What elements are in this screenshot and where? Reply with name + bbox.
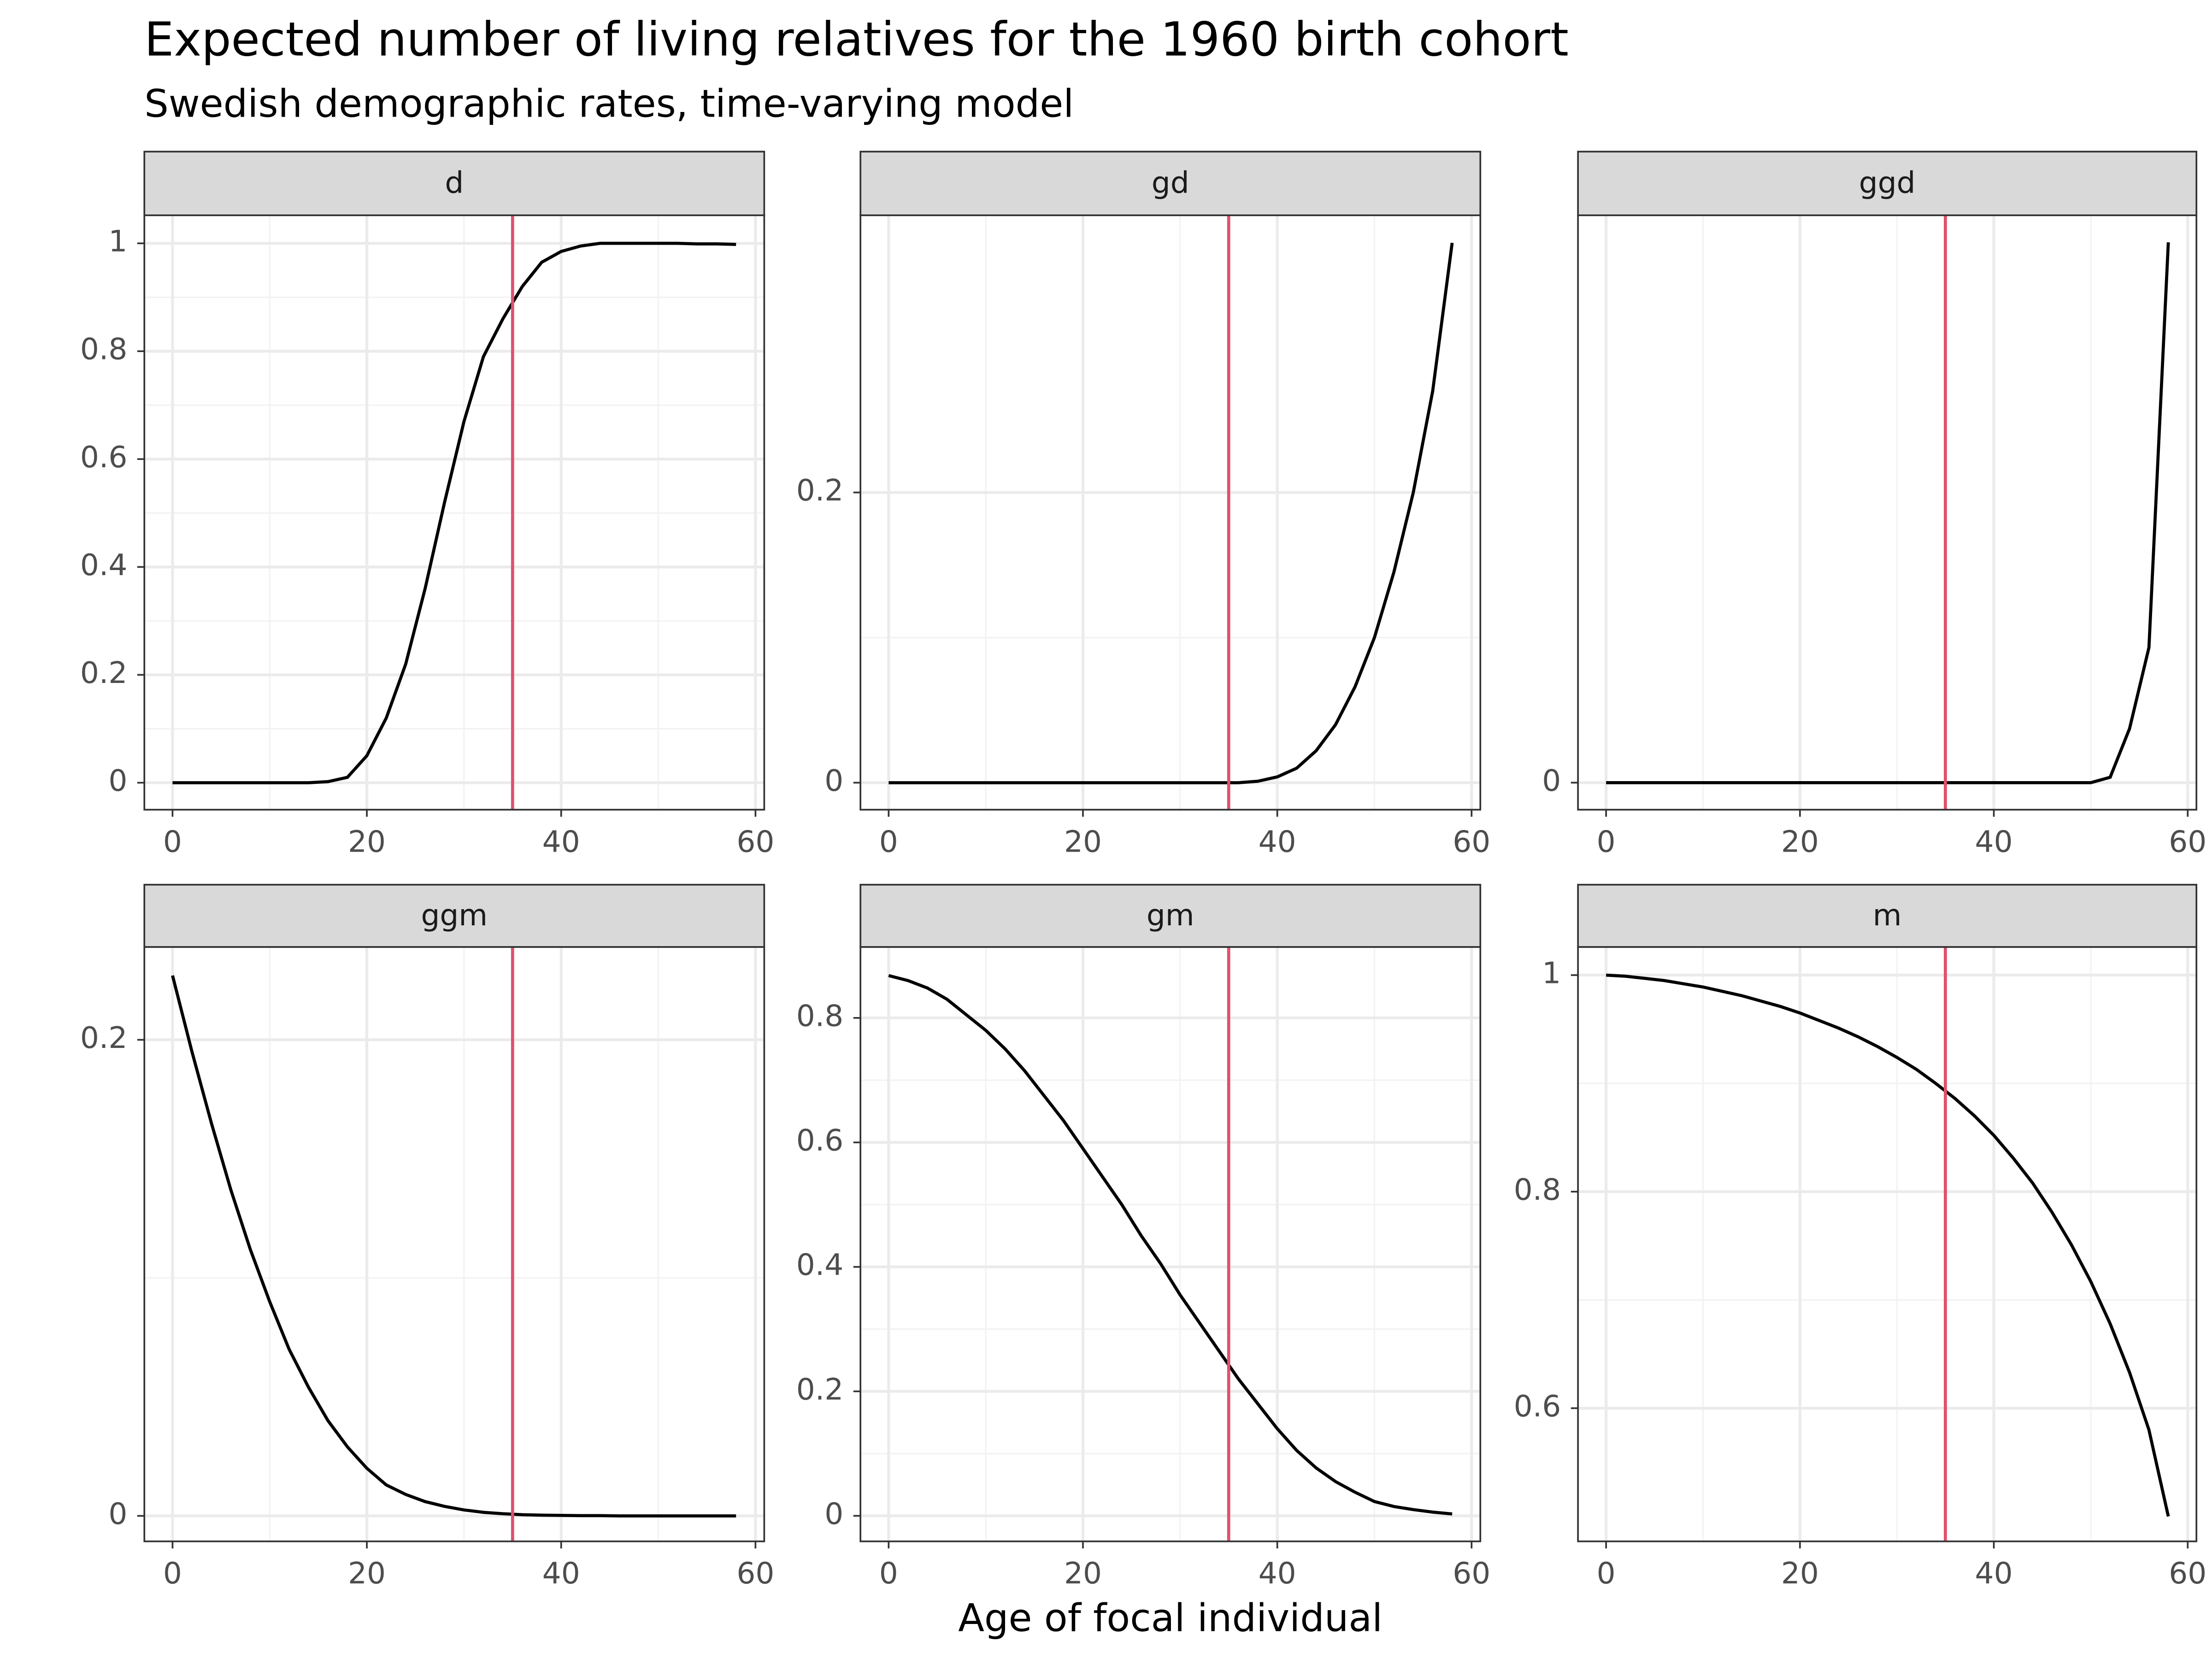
y-tick-label: 1 [108,224,127,259]
y-tick-label: 0.6 [80,440,128,475]
y-tick-label: 0.4 [80,548,128,582]
x-tick-label: 20 [348,824,386,859]
strip [859,883,1482,948]
y-tick-label: 0.2 [80,1021,128,1055]
y-tick-label: 0.8 [1514,1172,1561,1207]
strip [1577,151,2198,217]
data-line [172,241,736,784]
y-tick-label: 0.6 [1514,1389,1561,1424]
x-tick-label: 0 [1597,1556,1616,1591]
chart-subtitle: Swedish demographic rates, time-varying … [144,82,1074,126]
strip-label: ggd [1859,166,1916,200]
x-tick-label: 20 [1064,1556,1102,1591]
y-tick-label: 0.8 [80,332,128,367]
x-tick-label: 20 [1781,824,1819,859]
x-tick-label: 60 [1453,1556,1490,1591]
y-tick-label: 0.2 [80,656,128,690]
y-tick-label: 0 [108,764,127,798]
strip [859,151,1482,217]
x-tick-label: 60 [2169,1556,2206,1591]
x-tick-label: 40 [1975,824,2013,859]
x-tick-label: 0 [163,1556,182,1591]
data-line [888,242,1454,784]
strip-label: m [1873,898,1902,933]
data-line [171,975,736,1518]
panel-background [1578,947,2197,1541]
x-tick-label: 40 [542,824,580,859]
data-line [1606,242,2170,784]
strip-label: gm [1147,898,1194,933]
y-tick-label: 0.2 [796,1372,844,1407]
y-tick-label: 0.4 [796,1248,844,1282]
x-tick-label: 20 [1064,824,1102,859]
x-tick-label: 40 [542,1556,580,1591]
y-tick-label: 0.6 [796,1124,844,1158]
x-tick-label: 0 [879,824,898,859]
strip [143,151,765,217]
data-line [888,974,1453,1516]
y-tick-label: 0 [108,1497,127,1531]
strip-label: gd [1152,166,1189,200]
x-tick-label: 20 [348,1556,386,1591]
x-tick-label: 0 [1597,824,1616,859]
x-tick-label: 60 [1453,824,1490,859]
panel-background [1578,215,2197,810]
x-tick-label: 0 [163,824,182,859]
chart-title: Expected number of living relatives for … [144,12,1569,66]
data-line [1606,973,2170,1517]
strip-label: d [445,166,464,200]
y-tick-label: 0 [1542,764,1561,798]
y-tick-label: 1 [1542,956,1561,991]
x-tick-label: 40 [1259,1556,1296,1591]
strip [143,883,765,948]
y-tick-label: 0.2 [796,473,844,508]
x-tick-label: 60 [736,1556,774,1591]
panel-background [144,947,765,1541]
x-tick-label: 60 [2169,824,2206,859]
strip [1577,883,2198,948]
x-tick-label: 40 [1975,1556,2013,1591]
x-tick-label: 20 [1781,1556,1819,1591]
x-axis-label: Age of focal individual [958,1596,1382,1641]
y-tick-label: 0 [824,764,843,798]
x-tick-label: 60 [736,824,774,859]
y-tick-label: 0 [824,1497,843,1531]
panel-background [860,947,1481,1541]
strip-label: ggm [421,898,488,933]
y-tick-label: 0.8 [796,999,844,1033]
panel-background [860,215,1481,810]
x-tick-label: 0 [879,1556,898,1591]
x-tick-label: 40 [1259,824,1296,859]
